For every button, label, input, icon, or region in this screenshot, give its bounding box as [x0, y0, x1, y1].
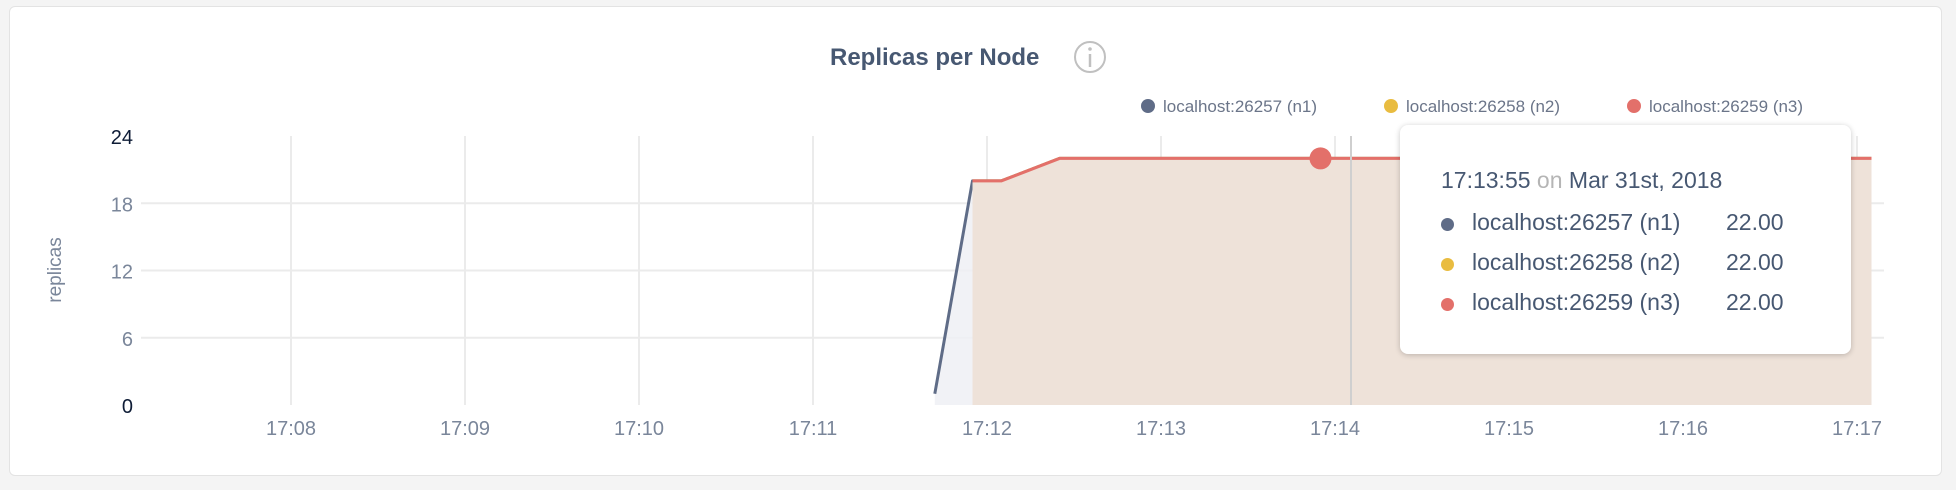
info-circle-icon[interactable]: [1074, 41, 1106, 73]
hover-point: [1309, 147, 1332, 170]
x-tick-label: 17:15: [1484, 418, 1534, 440]
x-tick-label: 17:09: [440, 418, 490, 440]
x-tick-label: 17:16: [1658, 418, 1708, 440]
legend-item[interactable]: localhost:26257 (n1): [1141, 97, 1317, 116]
tooltip-series-value: 22.00: [1726, 209, 1784, 235]
series-dot-icon: [1441, 298, 1454, 311]
tooltip-series-label: localhost:26257 (n1): [1472, 209, 1681, 235]
legend-item[interactable]: localhost:26258 (n2): [1384, 97, 1560, 116]
tooltip-timestamp: 17:13:55 on Mar 31st, 2018: [1441, 167, 1722, 194]
tooltip-on: on: [1536, 167, 1563, 193]
y-tick-label: 18: [111, 194, 133, 216]
x-tick-label: 17:11: [789, 418, 838, 440]
series-dot-icon: [1441, 218, 1454, 231]
legend-label: localhost:26257 (n1): [1163, 97, 1317, 116]
y-tick-label: 12: [111, 262, 133, 284]
x-tick-label: 17:14: [1310, 418, 1360, 440]
legend-label: localhost:26259 (n3): [1649, 97, 1803, 116]
x-tick-label: 17:10: [614, 418, 664, 440]
x-tick-label: 17:08: [266, 418, 316, 440]
legend-dot-icon: [1627, 99, 1641, 113]
info-icon-ring: [1074, 41, 1106, 73]
x-tick-label: 17:13: [1136, 418, 1186, 440]
x-tick-label: 17:17: [1832, 418, 1882, 440]
hover-tooltip: 17:13:55 on Mar 31st, 2018 localhost:262…: [1400, 125, 1851, 354]
tooltip-series-value: 22.00: [1726, 289, 1784, 315]
tooltip-series-label: localhost:26258 (n2): [1472, 249, 1681, 275]
tooltip-time: 17:13:55: [1441, 167, 1531, 193]
series-dot-icon: [1441, 258, 1454, 271]
tooltip-date: Mar 31st, 2018: [1568, 167, 1723, 193]
legend-dot-icon: [1384, 99, 1398, 113]
y-tick-label: 0: [122, 396, 133, 418]
y-tick-label: 24: [111, 127, 133, 149]
legend-item[interactable]: localhost:26259 (n3): [1627, 97, 1803, 116]
legend-label: localhost:26258 (n2): [1406, 97, 1560, 116]
y-tick-label: 6: [122, 329, 133, 351]
info-icon-dot: [1088, 47, 1092, 51]
y-axis-label: replicas: [45, 237, 66, 302]
tooltip-series-label: localhost:26259 (n3): [1472, 289, 1681, 315]
legend-dot-icon: [1141, 99, 1155, 113]
x-tick-label: 17:12: [962, 418, 1012, 440]
chart-title: Replicas per Node: [830, 44, 1039, 71]
tooltip-series-value: 22.00: [1726, 249, 1784, 275]
